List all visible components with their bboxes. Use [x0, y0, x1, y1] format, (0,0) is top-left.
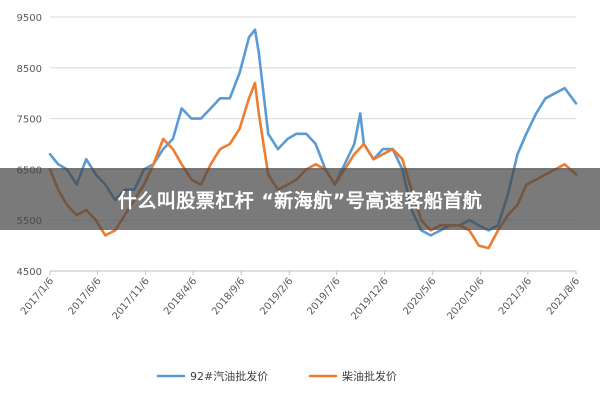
- x-tick-label: 2021/3/6: [497, 276, 534, 317]
- x-tick-label: 2021/8/6: [545, 276, 582, 317]
- overlay-title: 什么叫股票杠杆 “新海航”号高速客船首航: [117, 189, 483, 212]
- y-tick-label: 7500: [17, 115, 42, 126]
- y-tick-label: 4500: [17, 267, 42, 278]
- x-tick-label: 2017/6/6: [66, 276, 103, 317]
- x-tick-label: 2017/11/6: [110, 276, 151, 322]
- x-tick-label: 2018/4/6: [162, 276, 199, 317]
- x-tick-label: 2020/10/6: [445, 276, 486, 322]
- y-tick-label: 9500: [17, 13, 42, 24]
- x-tick-label: 2018/9/6: [210, 276, 247, 317]
- x-tick-label: 2020/5/6: [401, 276, 438, 317]
- x-tick-label: 2019/2/6: [258, 276, 295, 317]
- legend: 92#汽油批发价 柴油批发价: [156, 369, 397, 383]
- overlay-banner: 什么叫股票杠杆 “新海航”号高速客船首航: [0, 168, 600, 230]
- x-tick-label: 2019/12/6: [349, 276, 390, 322]
- y-tick-label: 8500: [17, 64, 42, 75]
- x-axis-ticks: 2017/1/6 2017/6/6 2017/11/6 2018/4/6 2018/9/…: [19, 271, 582, 322]
- legend-label-0: 92#汽油批发价: [190, 369, 268, 383]
- x-tick-label: 2017/1/6: [19, 276, 56, 317]
- y-axis-ticks: 450055006500750085009500: [17, 13, 42, 278]
- legend-label-1: 柴油批发价: [342, 369, 397, 383]
- x-tick-label: 2019/7/6: [305, 276, 342, 317]
